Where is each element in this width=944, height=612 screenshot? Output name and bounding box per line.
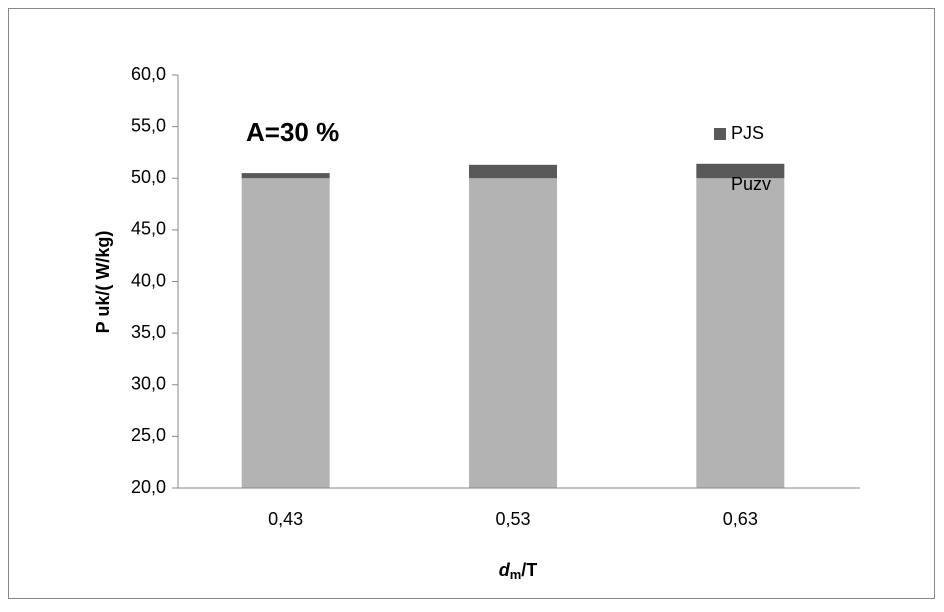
- legend-swatch: [714, 179, 726, 191]
- y-tick-label: 50,0: [131, 167, 166, 187]
- y-tick-label: 55,0: [131, 115, 166, 135]
- bar-segment: [241, 173, 330, 179]
- y-axis-label: P uk/( W/kg): [93, 231, 113, 334]
- x-tick-label: 0,63: [723, 509, 758, 529]
- bar-segment: [696, 163, 785, 179]
- annotation: A=30 %: [246, 117, 339, 147]
- y-tick-label: 20,0: [131, 477, 166, 497]
- y-tick-label: 25,0: [131, 425, 166, 445]
- legend-label: Puzv: [731, 174, 771, 194]
- y-tick-label: 45,0: [131, 219, 166, 239]
- x-axis-label: dm/T: [499, 560, 538, 583]
- x-label-part: m: [510, 567, 522, 582]
- y-tick-label: 35,0: [131, 322, 166, 342]
- bar-segment: [469, 164, 557, 179]
- y-tick-label: 60,0: [131, 64, 166, 84]
- x-label-part: /T: [521, 560, 537, 580]
- legend-swatch: [714, 128, 726, 140]
- bar-segment: [696, 178, 785, 488]
- x-tick-label: 0,43: [268, 509, 303, 529]
- bar-segment: [241, 178, 330, 488]
- bar-segment: [469, 178, 557, 488]
- x-label-part: d: [499, 560, 511, 580]
- x-tick-label: 0,53: [495, 509, 530, 529]
- y-tick-label: 40,0: [131, 270, 166, 290]
- legend-label: PJS: [731, 123, 764, 143]
- y-tick-label: 30,0: [131, 374, 166, 394]
